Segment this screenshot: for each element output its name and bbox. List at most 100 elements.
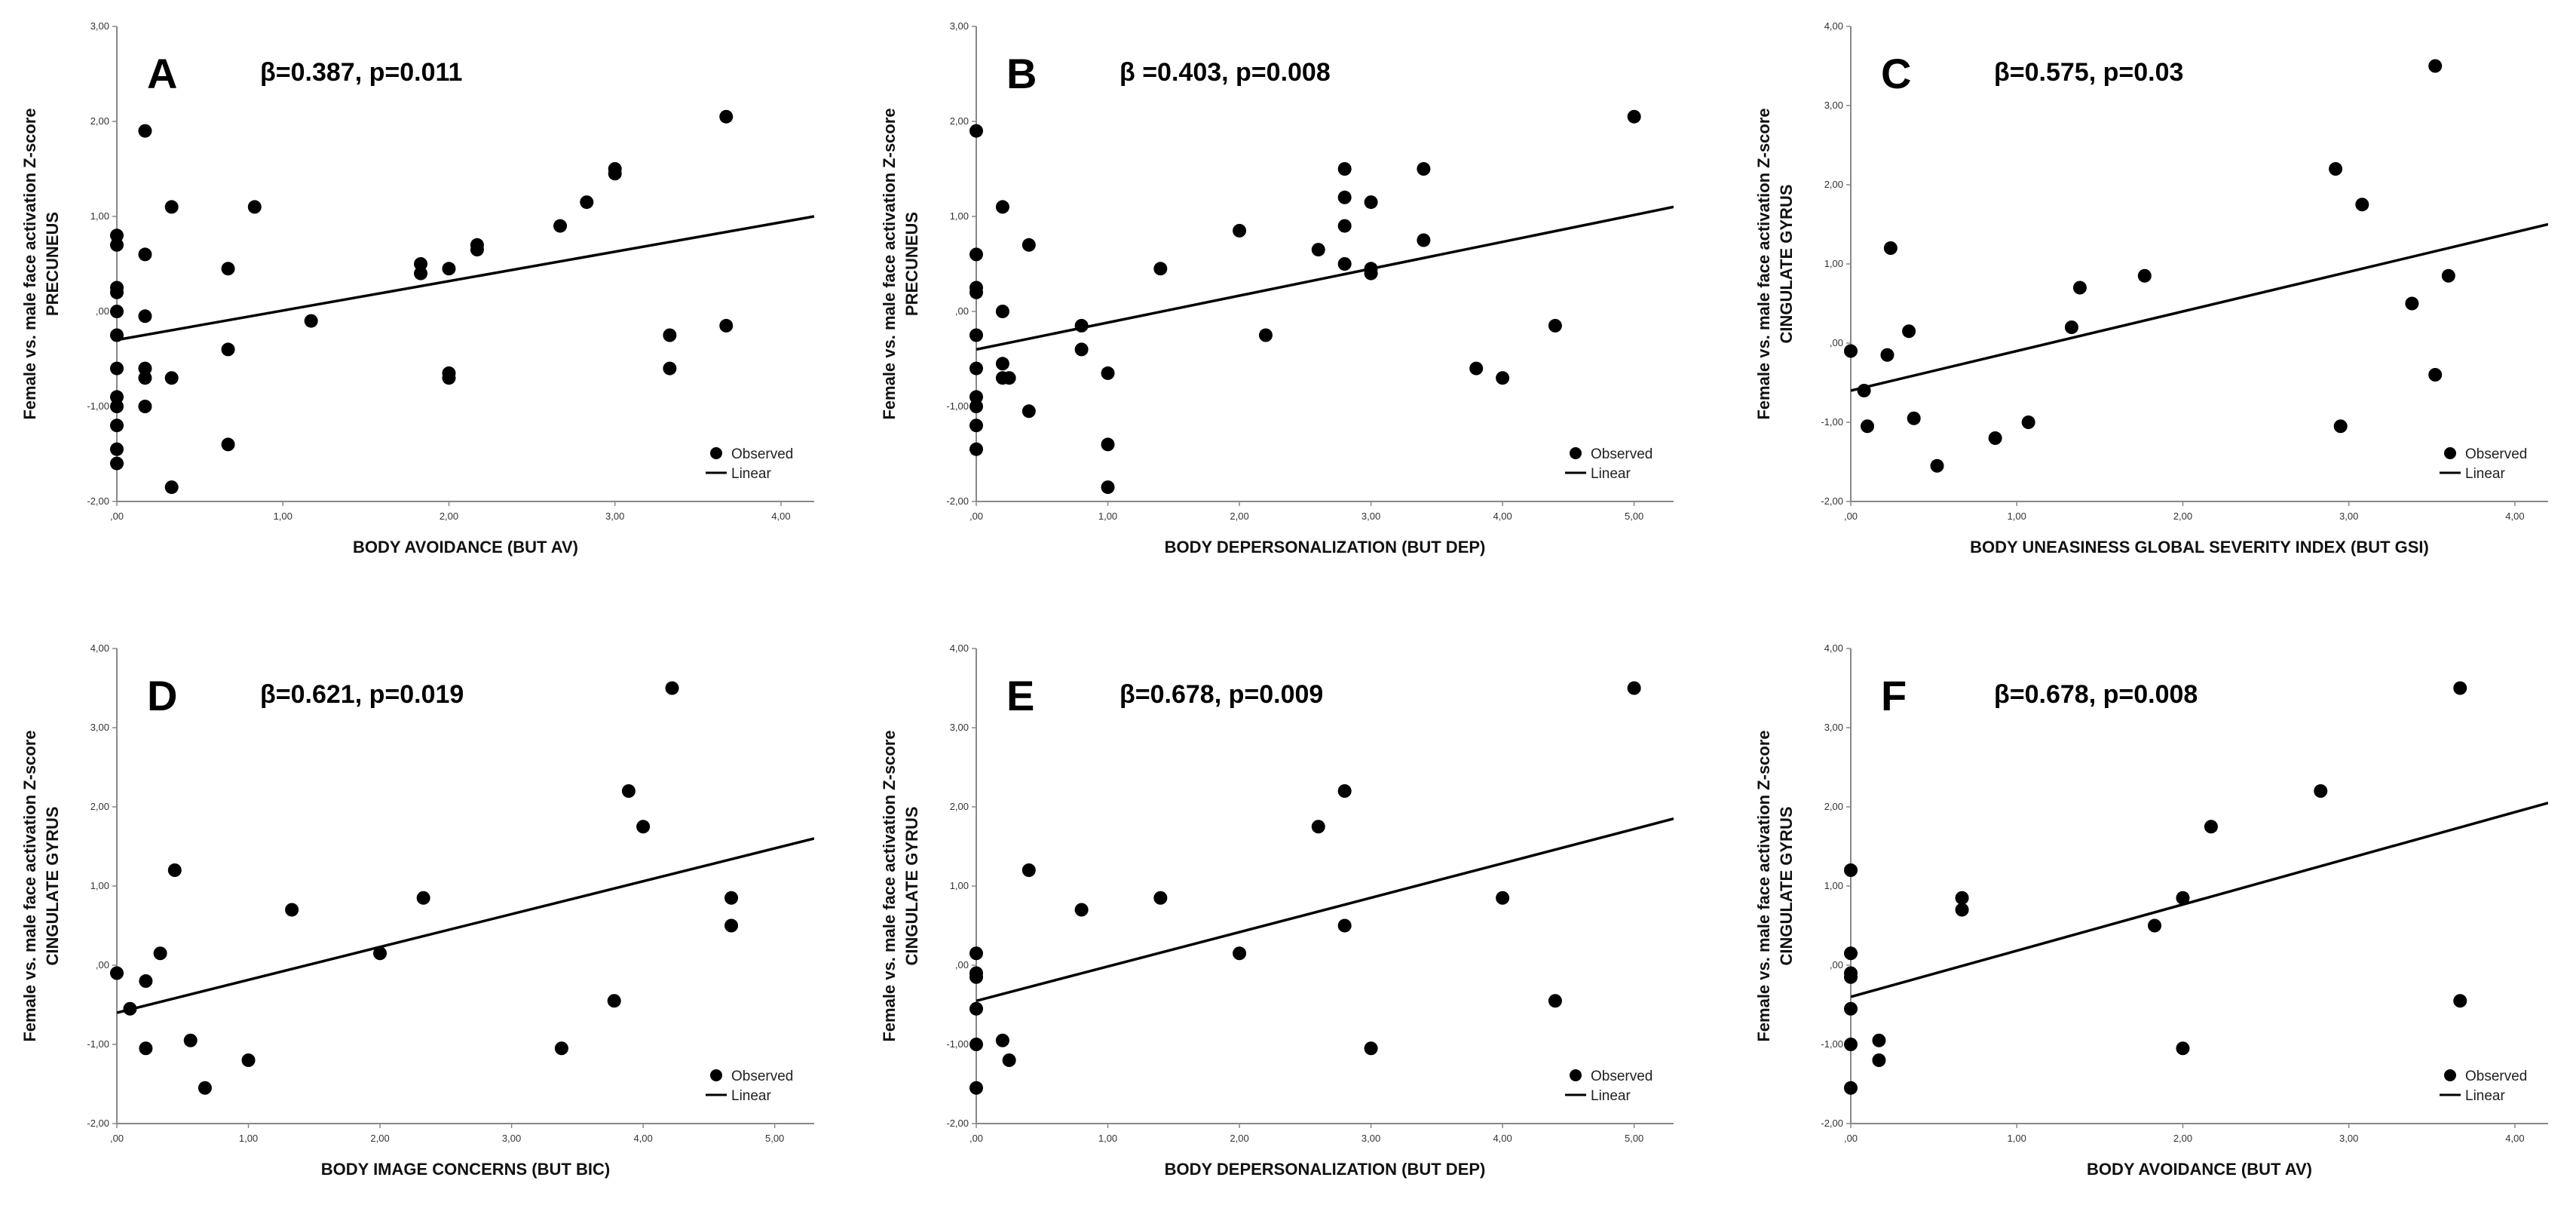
x-tick-label: 3,00 <box>2339 511 2358 522</box>
data-point <box>969 400 983 413</box>
data-point <box>1844 1081 1858 1095</box>
fit-line <box>1851 222 2548 392</box>
data-point <box>221 342 235 357</box>
x-tick-label: 1,00 <box>2008 511 2026 522</box>
y-tick-label: 1,00 <box>950 880 969 891</box>
y-tick-label: -1,00 <box>87 400 109 412</box>
data-point <box>1022 863 1036 877</box>
data-point <box>1002 371 1016 385</box>
data-point <box>110 390 124 404</box>
x-tick-label: 2,00 <box>370 1133 389 1144</box>
data-point <box>969 1038 983 1051</box>
panel-d: -2,00 -1,00 ,00 1,00 2,00 3,00 4,00 ,00 1,00 2,00… <box>20 642 814 1179</box>
y-tick-label: 1,00 <box>90 210 109 222</box>
data-point <box>719 109 734 124</box>
legend-observed-label: Observed <box>731 446 793 462</box>
data-point <box>1627 681 1641 695</box>
x-tick-label: 3,00 <box>1362 511 1380 522</box>
x-tick-label: 3,00 <box>605 511 624 522</box>
y-tick-label: 2,00 <box>1824 179 1843 190</box>
data-point <box>198 1081 212 1095</box>
x-tick-label: ,00 <box>110 1133 124 1144</box>
data-point <box>221 262 235 276</box>
data-point <box>969 970 983 984</box>
data-point <box>1074 318 1089 333</box>
legend-linear-label: Linear <box>1591 1088 1631 1104</box>
x-tick-label: 3,00 <box>2339 1133 2358 1144</box>
y-tick-label: 2,00 <box>950 801 969 812</box>
x-tick-label: 2,00 <box>1230 511 1248 522</box>
x-tick-label: ,00 <box>969 1133 983 1144</box>
data-point <box>1548 318 1562 333</box>
data-point <box>2314 784 2328 798</box>
legend-observed-marker <box>710 447 722 459</box>
y-axis-title: Female vs. male face activation Z-score <box>20 108 39 419</box>
data-point <box>1844 863 1858 877</box>
data-point <box>1101 480 1115 495</box>
data-point <box>969 1081 983 1095</box>
data-point <box>1880 348 1894 362</box>
y-axis-subtitle: PRECUNEUS <box>43 212 62 316</box>
data-point <box>1101 366 1115 380</box>
data-point <box>969 946 983 961</box>
data-point <box>621 784 636 798</box>
data-point <box>2176 891 2190 905</box>
data-point <box>1364 266 1378 281</box>
x-tick-label: 5,00 <box>765 1133 784 1144</box>
legend-linear-label: Linear <box>2465 1088 2505 1104</box>
y-tick-label: ,00 <box>96 305 109 317</box>
data-point <box>183 1033 198 1047</box>
x-tick-label: 2,00 <box>2173 511 2192 522</box>
y-tick-label: 1,00 <box>1824 258 1843 269</box>
legend-observed-marker <box>710 1069 722 1081</box>
data-point <box>138 400 152 413</box>
legend-observed-marker <box>2444 1069 2456 1081</box>
data-point <box>138 371 152 385</box>
legend-linear-label: Linear <box>2465 466 2505 482</box>
legend-observed-label: Observed <box>2465 446 2527 462</box>
data-point <box>1844 1038 1858 1051</box>
y-tick-label: 3,00 <box>950 20 969 32</box>
y-axis-title: Female vs. male face activation Z-score <box>880 730 899 1041</box>
data-point <box>1022 404 1036 419</box>
x-tick-label: 1,00 <box>239 1133 258 1144</box>
y-axis-subtitle: PRECUNEUS <box>902 212 921 316</box>
x-tick-label: ,00 <box>1844 1133 1858 1144</box>
data-point <box>110 419 124 433</box>
data-point <box>442 262 456 276</box>
x-axis-title: BODY IMAGE CONCERNS (BUT BIC) <box>321 1160 610 1179</box>
data-point <box>1548 994 1562 1008</box>
data-point <box>969 247 983 262</box>
legend-linear-label: Linear <box>731 466 771 482</box>
x-tick-label: 2,00 <box>1230 1133 1248 1144</box>
data-point <box>724 891 739 905</box>
data-point <box>247 200 262 214</box>
y-tick-label: 4,00 <box>1824 20 1843 32</box>
panel-a: -2,00 -1,00 ,00 1,00 2,00 3,00 ,00 1,00 2,00 3,00… <box>20 20 814 557</box>
data-point <box>110 400 124 413</box>
data-point <box>2176 1041 2190 1056</box>
fit-line <box>976 205 1674 351</box>
data-point <box>1907 411 1921 425</box>
data-point <box>2064 320 2078 334</box>
data-point <box>608 167 622 181</box>
panel-letter: E <box>1006 672 1034 719</box>
y-tick-label: 3,00 <box>1824 722 1843 733</box>
data-point <box>139 974 153 988</box>
data-point <box>2072 281 2087 295</box>
x-axis-title: BODY AVOIDANCE (BUT AV) <box>2087 1160 2312 1179</box>
data-point <box>373 946 387 961</box>
y-axis-subtitle: CINGULATE GYRUS <box>1777 184 1796 343</box>
data-point <box>665 681 679 695</box>
data-point <box>636 820 651 834</box>
x-tick-label: 4,00 <box>2505 511 2524 522</box>
panel-statistic: β=0.621, p=0.019 <box>260 680 464 709</box>
panel-letter: A <box>147 50 177 97</box>
data-point <box>1627 109 1641 124</box>
data-point <box>1955 891 1969 905</box>
data-point <box>1496 371 1510 385</box>
data-point <box>153 946 167 961</box>
data-point <box>1988 431 2002 445</box>
data-point <box>969 328 983 342</box>
fit-line <box>117 837 814 1014</box>
